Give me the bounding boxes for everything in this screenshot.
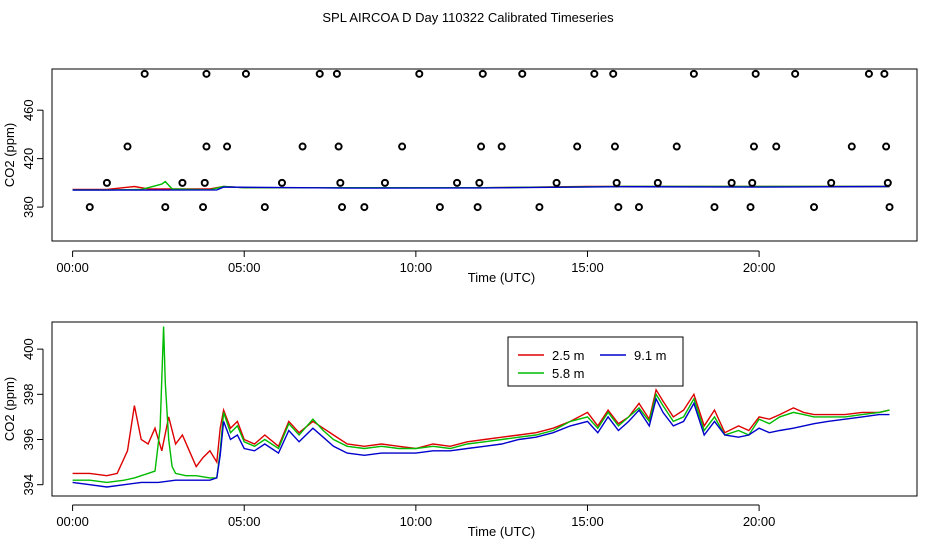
data-point bbox=[497, 142, 506, 151]
y-tick-label: 420 bbox=[21, 148, 36, 170]
legend-label: 9.1 m bbox=[634, 348, 667, 363]
data-point bbox=[882, 142, 891, 151]
data-point bbox=[827, 178, 836, 187]
data-point bbox=[260, 203, 269, 212]
y-tick-label: 396 bbox=[21, 429, 36, 451]
series-line bbox=[72, 387, 890, 477]
y-tick-label: 398 bbox=[21, 383, 36, 405]
data-point bbox=[315, 69, 324, 78]
data-point bbox=[277, 178, 286, 187]
x-tick-label: 00:00 bbox=[56, 260, 89, 275]
series-line bbox=[72, 326, 890, 484]
data-point bbox=[864, 69, 873, 78]
x-tick-label: 15:00 bbox=[571, 514, 604, 529]
data-point bbox=[791, 69, 800, 78]
data-point bbox=[552, 178, 561, 187]
data-point bbox=[360, 203, 369, 212]
data-point bbox=[609, 69, 618, 78]
data-point bbox=[689, 69, 698, 78]
x-tick-label: 10:00 bbox=[400, 260, 433, 275]
page-title: SPL AIRCOA D Day 110322 Calibrated Times… bbox=[322, 10, 614, 25]
legend-label: 5.8 m bbox=[552, 366, 585, 381]
series-line bbox=[72, 396, 890, 488]
y-tick-label: 380 bbox=[21, 196, 36, 218]
data-point bbox=[590, 69, 599, 78]
data-point bbox=[573, 142, 582, 151]
series-line bbox=[72, 185, 890, 191]
x-tick-label: 00:00 bbox=[56, 514, 89, 529]
y-tick-label: 394 bbox=[21, 474, 36, 496]
data-point bbox=[477, 142, 486, 151]
data-point bbox=[338, 203, 347, 212]
data-point bbox=[614, 203, 623, 212]
y-tick-label: 400 bbox=[21, 338, 36, 360]
data-point bbox=[634, 203, 643, 212]
data-point bbox=[334, 142, 343, 151]
legend: 2.5 m 9.1 m 5.8 m bbox=[507, 336, 684, 387]
data-point bbox=[751, 69, 760, 78]
data-point bbox=[415, 69, 424, 78]
data-point bbox=[123, 142, 132, 151]
plot-frame bbox=[51, 68, 918, 242]
x-tick-label: 20:00 bbox=[743, 260, 776, 275]
x-tick-label: 20:00 bbox=[743, 514, 776, 529]
data-point bbox=[298, 142, 307, 151]
data-point bbox=[885, 203, 894, 212]
data-point bbox=[161, 203, 170, 212]
panel-bottom-timeseries: 00:00 05:00 10:00 15:00 20:00 Time (UTC) 394 39… bbox=[2, 321, 918, 539]
y-axis-label: CO2 (ppm) bbox=[2, 123, 17, 187]
data-point bbox=[880, 69, 889, 78]
data-point bbox=[178, 178, 187, 187]
data-point bbox=[847, 142, 856, 151]
data-point bbox=[85, 203, 94, 212]
data-point bbox=[710, 203, 719, 212]
data-point bbox=[672, 142, 681, 151]
data-point bbox=[202, 142, 211, 151]
x-axis-label: Time (UTC) bbox=[468, 524, 535, 539]
data-point bbox=[475, 178, 484, 187]
data-point bbox=[241, 69, 250, 78]
plot-frame bbox=[51, 321, 918, 497]
data-point bbox=[810, 203, 819, 212]
x-tick-label: 15:00 bbox=[571, 260, 604, 275]
data-point bbox=[435, 203, 444, 212]
x-tick-label: 05:00 bbox=[228, 260, 261, 275]
y-tick-label: 460 bbox=[21, 99, 36, 121]
data-point bbox=[332, 69, 341, 78]
y-axis-label: CO2 (ppm) bbox=[2, 377, 17, 441]
data-point bbox=[535, 203, 544, 212]
data-point bbox=[200, 178, 209, 187]
data-point bbox=[478, 69, 487, 78]
panel-top-scatter: 00:00 05:00 10:00 15:00 20:00 Time (UTC) 380 42… bbox=[2, 68, 918, 285]
x-axis-label: Time (UTC) bbox=[468, 270, 535, 285]
data-point bbox=[727, 178, 736, 187]
data-point bbox=[140, 69, 149, 78]
data-point bbox=[612, 178, 621, 187]
data-point bbox=[883, 178, 892, 187]
data-point bbox=[748, 178, 757, 187]
data-point bbox=[653, 178, 662, 187]
data-point bbox=[102, 178, 111, 187]
data-point bbox=[336, 178, 345, 187]
data-point bbox=[473, 203, 482, 212]
data-point bbox=[746, 203, 755, 212]
legend-label: 2.5 m bbox=[552, 348, 585, 363]
data-point bbox=[749, 142, 758, 151]
data-point bbox=[199, 203, 208, 212]
data-point bbox=[398, 142, 407, 151]
data-point bbox=[518, 69, 527, 78]
data-point bbox=[610, 142, 619, 151]
data-point bbox=[772, 142, 781, 151]
x-tick-label: 10:00 bbox=[400, 514, 433, 529]
x-tick-label: 05:00 bbox=[228, 514, 261, 529]
data-point bbox=[223, 142, 232, 151]
data-point bbox=[380, 178, 389, 187]
data-point bbox=[202, 69, 211, 78]
data-point bbox=[453, 178, 462, 187]
legend-box bbox=[507, 336, 684, 387]
